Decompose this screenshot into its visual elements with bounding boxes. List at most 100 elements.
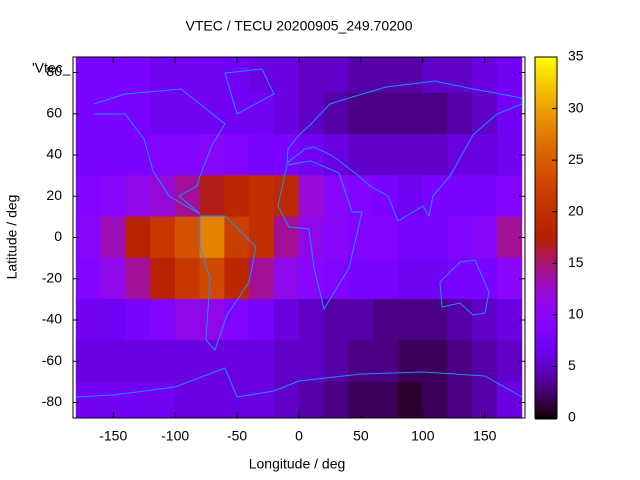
heatmap-cell: [125, 92, 151, 135]
colorbar-band: [535, 191, 557, 194]
colorbar-band: [535, 243, 557, 246]
colorbar-tick-label: 20: [568, 202, 584, 218]
heatmap-cell: [298, 92, 325, 135]
colorbar-band: [535, 99, 557, 102]
colorbar-band: [535, 117, 557, 120]
colorbar-band: [535, 321, 557, 324]
colorbar-tick-label: 25: [568, 151, 584, 167]
colorbar-band: [535, 133, 557, 136]
heatmap-cell: [150, 299, 176, 341]
colorbar-band: [535, 167, 557, 170]
heatmap-cell: [249, 216, 275, 259]
colorbar-band: [535, 281, 557, 284]
heatmap-cell: [150, 257, 176, 300]
colorbar-band: [535, 313, 557, 316]
heatmap-cell: [100, 216, 126, 259]
heatmap-cell: [273, 216, 300, 259]
colorbar-band: [535, 209, 557, 212]
heatmap-cell: [397, 216, 424, 259]
colorbar-band: [535, 85, 557, 88]
colorbar-band: [535, 315, 557, 318]
colorbar-band: [535, 289, 557, 292]
colorbar-band: [535, 333, 557, 336]
colorbar-band: [535, 159, 557, 162]
colorbar-band: [535, 141, 557, 144]
colorbar-band: [535, 249, 557, 252]
colorbar-band: [535, 367, 557, 370]
heatmap-cell: [224, 175, 250, 218]
colorbar-band: [535, 135, 557, 138]
colorbar-band: [535, 235, 557, 238]
heatmap-cell: [348, 340, 374, 383]
heatmap-cell: [397, 340, 424, 383]
colorbar-band: [535, 327, 557, 330]
colorbar-band: [535, 399, 557, 402]
colorbar-band: [535, 239, 557, 242]
colorbar-band: [535, 79, 557, 82]
heatmap-cell: [373, 175, 399, 218]
colorbar-band: [535, 301, 557, 304]
heatmap-cell: [75, 340, 102, 383]
colorbar-band: [535, 387, 557, 390]
y-tick-label: -80: [42, 393, 62, 409]
heatmap: [75, 57, 523, 418]
colorbar-band: [535, 219, 557, 222]
colorbar-band: [535, 305, 557, 308]
colorbar-band: [535, 411, 557, 414]
colorbar-band: [535, 263, 557, 266]
heatmap-cell: [373, 257, 399, 300]
heatmap-cell: [273, 299, 300, 341]
heatmap-cell: [298, 381, 325, 418]
colorbar-tick-label: 35: [568, 48, 584, 64]
heatmap-cell: [348, 257, 374, 300]
colorbar-band: [535, 165, 557, 168]
heatmap-cell: [323, 299, 349, 341]
colorbar-band: [535, 161, 557, 164]
colorbar-tick-label: 10: [568, 306, 584, 322]
heatmap-cell: [496, 381, 523, 418]
colorbar-band: [535, 299, 557, 302]
colorbar-band: [535, 207, 557, 210]
coastline: [75, 367, 523, 398]
colorbar-band: [535, 111, 557, 114]
heatmap-cell: [397, 257, 424, 300]
colorbar-band: [535, 303, 557, 306]
colorbar-band: [535, 241, 557, 244]
colorbar-band: [535, 343, 557, 346]
colorbar-band: [535, 295, 557, 298]
colorbar-band: [535, 389, 557, 392]
colorbar-band: [535, 253, 557, 256]
heatmap-cell: [100, 134, 126, 176]
colorbar-band: [535, 121, 557, 124]
colorbar-band: [535, 119, 557, 122]
colorbar-band: [535, 339, 557, 342]
colorbar-band: [535, 223, 557, 226]
heatmap-cell: [447, 57, 473, 94]
colorbar-band: [535, 293, 557, 296]
heatmap-cell: [323, 57, 349, 94]
heatmap-cell: [397, 175, 424, 218]
colorbar-tick-label: 30: [568, 99, 584, 115]
colorbar-band: [535, 205, 557, 208]
heatmap-cell: [249, 340, 275, 383]
heatmap-cell: [447, 175, 473, 218]
colorbar-band: [535, 77, 557, 80]
heatmap-cell: [496, 92, 523, 135]
colorbar-band: [535, 341, 557, 344]
heatmap-cell: [174, 216, 201, 259]
coastline: [93, 88, 226, 215]
heatmap-cell: [373, 299, 399, 341]
heatmap-cell: [150, 175, 176, 218]
y-tick-label: 0: [54, 228, 62, 244]
heatmap-cell: [373, 134, 399, 176]
colorbar-band: [535, 227, 557, 230]
heatmap-cell: [422, 299, 448, 341]
colorbar-band: [535, 325, 557, 328]
colorbar-band: [535, 59, 557, 62]
heatmap-cell: [273, 57, 300, 94]
heatmap-cell: [199, 175, 225, 218]
colorbar-band: [535, 337, 557, 340]
colorbar-band: [535, 371, 557, 374]
colorbar-band: [535, 407, 557, 410]
heatmap-cell: [75, 381, 102, 418]
